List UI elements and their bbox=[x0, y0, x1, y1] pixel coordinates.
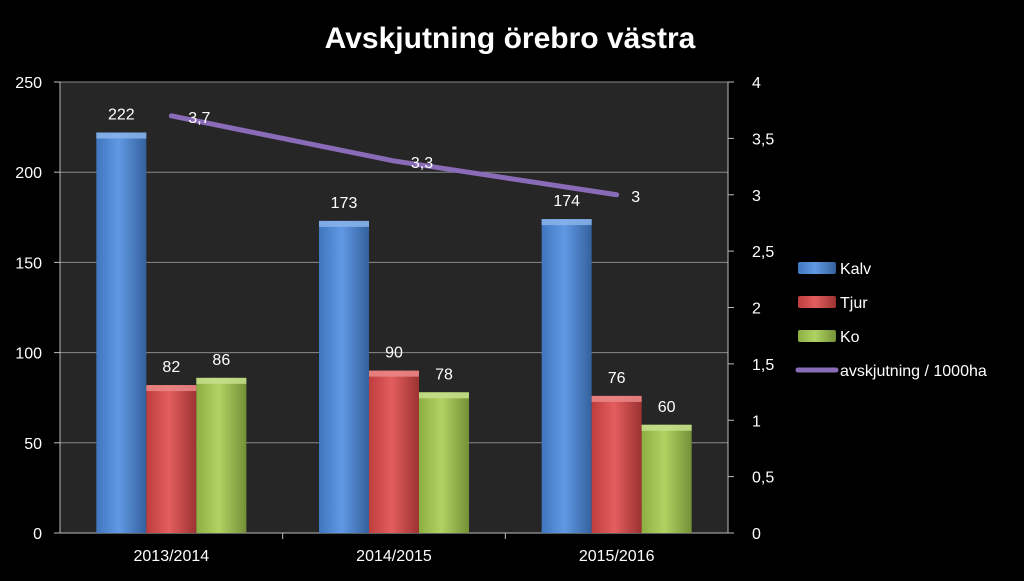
bar-kalv bbox=[541, 219, 592, 533]
axes: 0 50 100 150 200 250 0 0,5 1 1,5 2 2,5 3 3,5 4 2013/201… bbox=[15, 75, 774, 565]
x-axis-tick-label: 2014/2015 bbox=[356, 548, 432, 565]
legend-label: Ko bbox=[840, 329, 860, 346]
right-axis-tick-label: 4 bbox=[752, 75, 761, 92]
right-axis-tick-label: 3,5 bbox=[752, 131, 774, 148]
legend-label: avskjutning / 1000ha bbox=[840, 363, 987, 380]
legend: Kalv Tjur Ko avskjutning / 1000ha bbox=[795, 261, 987, 380]
left-axis-tick-label: 50 bbox=[24, 436, 42, 453]
x-axis-tick-label: 2013/2014 bbox=[134, 548, 210, 565]
data-label: 82 bbox=[162, 359, 180, 376]
left-axis-tick-label: 200 bbox=[15, 165, 42, 182]
data-labels: 222 82 86 173 90 78 174 76 60 3,7 3,3 3 bbox=[108, 107, 676, 416]
bar-top-highlight bbox=[96, 132, 147, 139]
left-axis-tick-label: 100 bbox=[15, 346, 42, 363]
line-data-label: 3 bbox=[631, 189, 640, 206]
bar-top-highlight bbox=[541, 219, 592, 226]
legend-label: Kalv bbox=[840, 261, 871, 278]
right-axis-tick-label: 3 bbox=[752, 188, 761, 205]
data-label: 60 bbox=[658, 399, 676, 416]
right-axis-tick-label: 0,5 bbox=[752, 470, 774, 487]
line-data-label: 3,3 bbox=[411, 155, 433, 172]
bar-top-highlight bbox=[419, 392, 469, 399]
data-label: 222 bbox=[108, 107, 135, 124]
legend-label: Tjur bbox=[840, 295, 868, 312]
legend-swatch-tjur bbox=[798, 296, 836, 308]
bar-kalv bbox=[319, 220, 369, 533]
right-axis-tick-label: 2 bbox=[752, 301, 761, 318]
bar-ko bbox=[419, 392, 469, 533]
data-label: 76 bbox=[608, 370, 626, 387]
bar-tjur bbox=[591, 395, 642, 533]
bar-top-highlight bbox=[591, 395, 642, 402]
left-axis-tick-label: 250 bbox=[15, 75, 42, 92]
legend-swatch-ko bbox=[798, 330, 836, 342]
data-label: 90 bbox=[385, 345, 403, 362]
bars bbox=[96, 132, 692, 533]
bar-top-highlight bbox=[196, 377, 247, 384]
right-axis-tick-label: 2,5 bbox=[752, 244, 774, 261]
x-axis-tick-label: 2015/2016 bbox=[579, 548, 655, 565]
data-label: 78 bbox=[435, 366, 453, 383]
right-axis-tick-label: 0 bbox=[752, 526, 761, 543]
bar-top-highlight bbox=[146, 385, 197, 392]
left-axis-tick-label: 0 bbox=[33, 526, 42, 543]
left-axis-tick-label: 150 bbox=[15, 255, 42, 272]
line-data-label: 3,7 bbox=[188, 110, 210, 127]
right-axis-tick-label: 1 bbox=[752, 413, 761, 430]
legend-swatch-kalv bbox=[798, 262, 836, 274]
bar-ko bbox=[196, 377, 247, 533]
right-axis-tick-label: 1,5 bbox=[752, 357, 774, 374]
bar-top-highlight bbox=[319, 220, 369, 227]
bar-tjur bbox=[146, 385, 197, 533]
data-label: 174 bbox=[553, 193, 580, 210]
chart-title: Avskjutning örebro västra bbox=[325, 22, 696, 55]
data-label: 86 bbox=[212, 352, 230, 369]
bar-tjur bbox=[369, 370, 419, 533]
bar-top-highlight bbox=[641, 424, 692, 431]
bar-ko bbox=[641, 424, 692, 533]
line-series bbox=[168, 113, 620, 198]
bar-kalv bbox=[96, 132, 147, 533]
data-label: 173 bbox=[331, 195, 358, 212]
bar-top-highlight bbox=[369, 370, 419, 377]
